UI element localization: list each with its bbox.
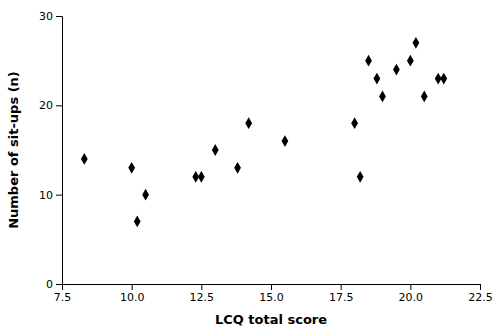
x-tick: 20.0 bbox=[399, 284, 424, 304]
x-tick-label: 22.5 bbox=[468, 291, 493, 304]
x-tick-label: 7.5 bbox=[54, 291, 72, 304]
point bbox=[351, 117, 358, 129]
y-tick-mark bbox=[56, 16, 62, 17]
x-tick-label: 12.5 bbox=[190, 291, 215, 304]
point bbox=[421, 91, 428, 103]
y-tick-label: 20 bbox=[39, 99, 53, 112]
point bbox=[413, 37, 420, 49]
x-tick-mark bbox=[271, 284, 272, 290]
x-tick-label: 17.5 bbox=[329, 291, 354, 304]
x-tick-mark bbox=[201, 284, 202, 290]
x-tick-label: 15.0 bbox=[259, 291, 284, 304]
x-tick: 12.5 bbox=[190, 284, 215, 304]
point bbox=[245, 117, 252, 129]
x-axis-line bbox=[63, 285, 481, 291]
y-tick-label: 30 bbox=[39, 10, 53, 23]
point bbox=[81, 153, 88, 165]
point bbox=[142, 189, 149, 201]
x-tick-mark bbox=[341, 284, 342, 290]
y-tick: 20 bbox=[39, 99, 62, 112]
y-axis-title: Number of sit-ups (n) bbox=[6, 71, 21, 229]
point bbox=[198, 171, 205, 183]
point bbox=[373, 73, 380, 85]
y-axis-line bbox=[56, 17, 63, 285]
point bbox=[379, 91, 386, 103]
point bbox=[234, 162, 241, 174]
plot: 7.5 10.0 12.5 15.0 17.5 20.0 22.5 0 10 20 30 bbox=[39, 10, 493, 304]
chart: 7.5 10.0 12.5 15.0 17.5 20.0 22.5 0 10 20 30 LCQ to… bbox=[0, 0, 500, 336]
x-axis: 7.5 10.0 12.5 15.0 17.5 20.0 22.5 bbox=[54, 284, 493, 304]
x-axis-title: LCQ total score bbox=[215, 312, 327, 327]
point bbox=[407, 55, 414, 67]
y-tick: 30 bbox=[39, 10, 62, 23]
y-tick: 0 bbox=[46, 278, 62, 291]
point bbox=[357, 171, 364, 183]
y-tick-mark bbox=[56, 105, 62, 106]
point bbox=[128, 162, 135, 174]
x-tick: 7.5 bbox=[54, 284, 72, 304]
x-tick: 10.0 bbox=[120, 284, 144, 304]
x-tick-mark bbox=[480, 284, 481, 290]
y-tick-mark bbox=[56, 284, 62, 285]
point bbox=[393, 64, 400, 76]
x-tick-mark bbox=[410, 284, 411, 290]
y-axis: 0 10 20 30 bbox=[39, 10, 63, 291]
y-tick-mark bbox=[56, 195, 62, 196]
x-tick: 17.5 bbox=[329, 284, 354, 304]
point bbox=[365, 55, 372, 67]
points bbox=[81, 37, 447, 227]
y-tick-label: 10 bbox=[39, 189, 53, 202]
x-tick: 15.0 bbox=[259, 284, 284, 304]
point bbox=[440, 73, 447, 85]
x-tick-mark bbox=[132, 284, 133, 290]
x-tick-label: 20.0 bbox=[399, 291, 424, 304]
point bbox=[212, 144, 219, 156]
y-tick: 10 bbox=[39, 189, 62, 202]
x-tick-label: 10.0 bbox=[120, 291, 144, 304]
y-tick-label: 0 bbox=[46, 278, 53, 291]
point bbox=[282, 135, 289, 147]
x-tick: 22.5 bbox=[468, 284, 493, 304]
point bbox=[134, 216, 141, 228]
